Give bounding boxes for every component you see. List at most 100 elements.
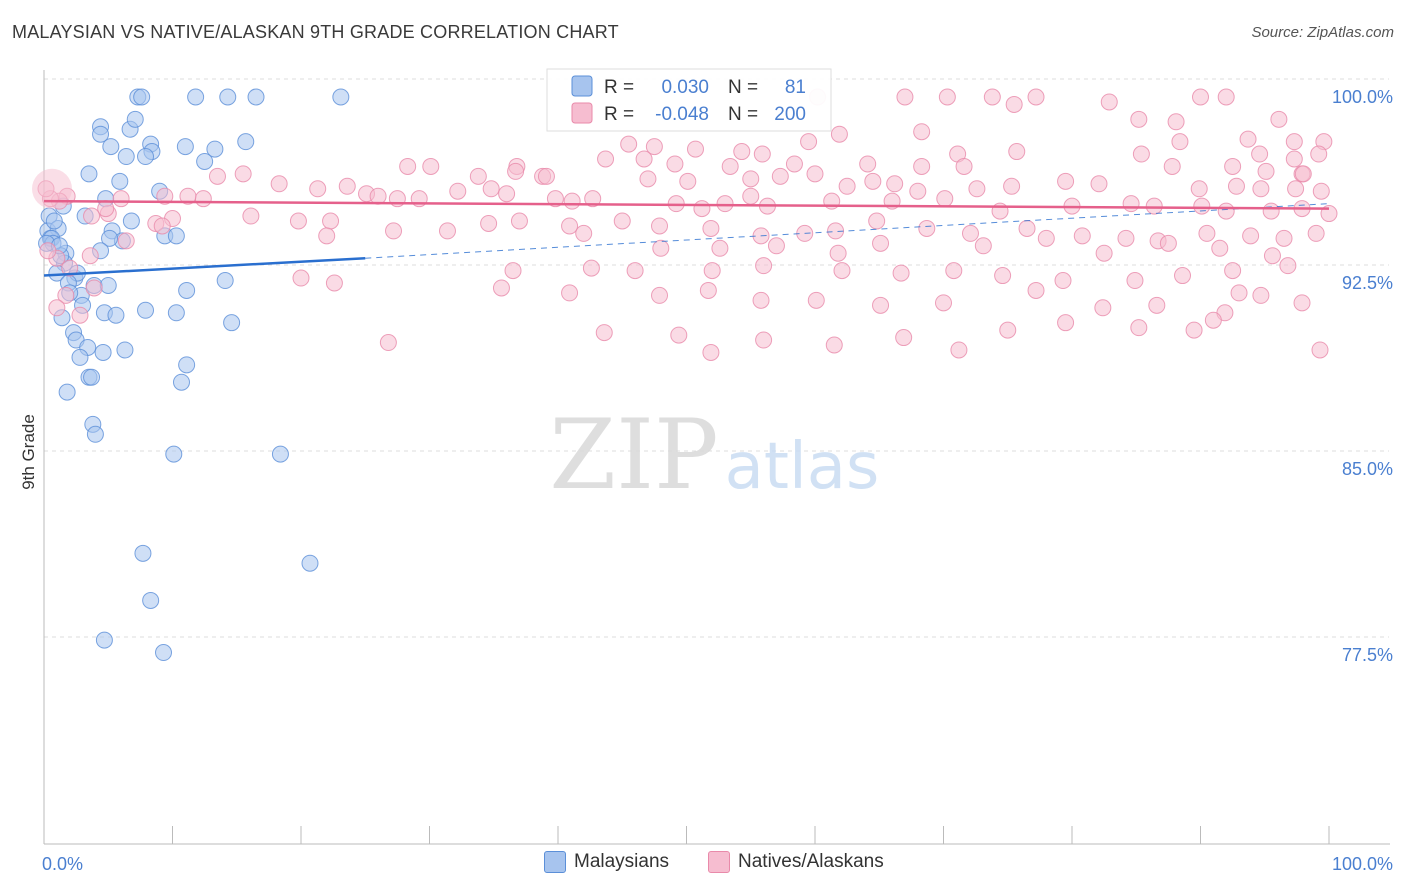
- native-point: [1122, 195, 1140, 213]
- native-point: [1073, 227, 1091, 245]
- native-point: [1252, 286, 1270, 304]
- legend-box: R = 0.030 N = 81 R = -0.048 N = 200: [546, 68, 832, 132]
- malaysian-point: [237, 133, 255, 151]
- native-point: [1293, 294, 1311, 312]
- malaysian-point: [58, 383, 76, 401]
- native-point: [81, 247, 99, 265]
- native-point: [1239, 130, 1257, 148]
- native-point: [806, 165, 824, 183]
- malaysian-point: [117, 148, 135, 166]
- legend-label-malaysians: Malaysians: [574, 851, 670, 872]
- native-point: [1285, 150, 1303, 168]
- native-point: [289, 212, 307, 230]
- native-point: [1310, 145, 1328, 163]
- native-point: [561, 284, 579, 302]
- native-point: [318, 227, 336, 245]
- malaysian-point: [178, 281, 196, 299]
- malaysian-point: [176, 138, 194, 156]
- native-point: [292, 269, 310, 287]
- native-point: [918, 219, 936, 237]
- native-point: [1100, 93, 1118, 111]
- native-point: [1307, 224, 1325, 242]
- malaysian-point: [206, 140, 224, 158]
- watermark-zip: ZIP: [549, 399, 718, 511]
- native-point: [872, 296, 890, 314]
- native-point: [1252, 180, 1270, 198]
- y-tick-labels: 100.0% 92.5% 85.0% 77.5%: [1332, 87, 1393, 665]
- trend-lines: [43, 199, 1330, 277]
- malaysian-point: [301, 554, 319, 572]
- native-point: [755, 257, 773, 275]
- y-tick-label-3: 77.5%: [1342, 645, 1393, 665]
- malaysian-point: [80, 165, 98, 183]
- native-point: [322, 212, 340, 230]
- native-point: [1130, 110, 1148, 128]
- chart-title: MALAYSIAN VS NATIVE/ALASKAN 9TH GRADE CO…: [12, 22, 619, 42]
- malaysian-point: [45, 212, 63, 230]
- native-point: [721, 157, 739, 175]
- native-point: [1190, 180, 1208, 198]
- y-tick-label-1: 92.5%: [1342, 273, 1393, 293]
- native-point: [1117, 229, 1135, 247]
- native-point: [1027, 88, 1045, 106]
- legend-label-natives: Natives/Alaskans: [738, 851, 884, 872]
- malaysian-point: [137, 301, 155, 319]
- native-point: [1185, 321, 1203, 339]
- native-point: [48, 299, 66, 317]
- native-point: [595, 324, 613, 342]
- native-point: [1217, 88, 1235, 106]
- native-point: [208, 167, 226, 185]
- native-point: [234, 165, 252, 183]
- native-point: [1224, 157, 1242, 175]
- native-point: [575, 224, 593, 242]
- native-point: [702, 219, 720, 237]
- malaysian-point: [332, 88, 350, 106]
- native-point: [71, 306, 89, 324]
- y-tick-label-0: 100.0%: [1332, 87, 1393, 107]
- native-point: [1270, 110, 1288, 128]
- native-point: [112, 190, 130, 208]
- native-point: [1171, 133, 1189, 151]
- native-point: [369, 187, 387, 205]
- malaysian-point: [99, 276, 117, 294]
- native-point: [645, 138, 663, 156]
- x-tick-label-1: 100.0%: [1332, 854, 1393, 874]
- native-point: [179, 187, 197, 205]
- native-point: [752, 291, 770, 309]
- native-point: [546, 190, 564, 208]
- native-point: [469, 167, 487, 185]
- native-point: [1230, 284, 1248, 302]
- legend-r-value-malaysians: 0.030: [661, 77, 709, 98]
- native-large-point: [32, 168, 72, 209]
- native-point: [666, 155, 684, 173]
- native-point: [909, 182, 927, 200]
- native-point: [1217, 202, 1235, 220]
- native-point: [507, 162, 525, 180]
- native-point: [935, 294, 952, 312]
- native-point: [670, 326, 688, 344]
- source-label: Source: ZipAtlas.com: [1251, 24, 1394, 41]
- malaysian-point: [137, 148, 155, 166]
- native-point: [639, 170, 657, 188]
- native-point: [825, 336, 843, 354]
- malaysian-point: [126, 110, 144, 128]
- native-point: [1311, 341, 1329, 359]
- native-point: [399, 157, 417, 175]
- native-point: [1130, 319, 1148, 337]
- native-point: [584, 190, 602, 208]
- legend-r-label-malaysians: R =: [604, 77, 634, 98]
- native-point: [563, 192, 581, 210]
- native-point: [1145, 197, 1163, 215]
- native-point: [498, 185, 516, 203]
- trend-line-malaysians: [43, 256, 366, 277]
- y-tick-label-2: 85.0%: [1342, 459, 1393, 479]
- native-point: [872, 234, 890, 252]
- native-point: [537, 167, 555, 185]
- native-point: [1018, 219, 1036, 237]
- native-point: [1094, 299, 1112, 317]
- native-point: [652, 239, 670, 257]
- native-point: [242, 207, 260, 225]
- native-point: [597, 150, 615, 168]
- bottom-legend: Malaysians Natives/Alaskans: [0, 851, 1406, 879]
- legend-swatch-blue: [544, 851, 566, 873]
